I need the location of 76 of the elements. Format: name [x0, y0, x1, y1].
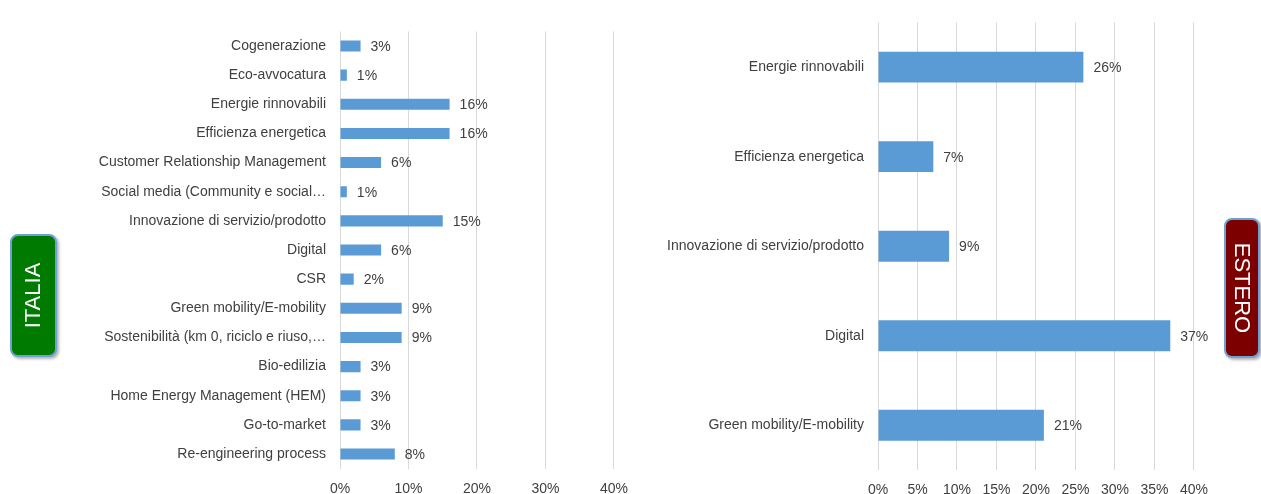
- x-tick-label: 35%: [1140, 481, 1169, 494]
- y-tick-label: CSR: [296, 270, 326, 287]
- y-tick-label: Energie rinnovabili: [748, 58, 864, 75]
- data-label: 15%: [452, 212, 481, 229]
- data-label: 3%: [370, 416, 391, 433]
- data-label: 1%: [356, 66, 378, 83]
- x-tick-label: 20%: [1021, 481, 1051, 494]
- data-label: 6%: [391, 154, 412, 171]
- y-tick-label: Digital: [825, 326, 864, 343]
- bar: [340, 273, 354, 285]
- y-tick-label: Efficienza energetica: [196, 124, 327, 141]
- y-tick-label: Cogenerazione: [231, 36, 327, 53]
- data-label: 26%: [1093, 59, 1122, 76]
- x-tick-label: 10%: [394, 479, 423, 494]
- data-label: 21%: [1053, 417, 1082, 434]
- bar: [878, 141, 934, 173]
- data-label: 9%: [411, 329, 432, 346]
- bar: [340, 244, 382, 256]
- data-label: 8%: [404, 445, 426, 462]
- bar: [340, 69, 347, 81]
- x-tick-label: 30%: [1100, 481, 1130, 494]
- bar: [340, 448, 395, 460]
- y-tick-label: Green mobility/E-mobility: [170, 299, 326, 316]
- bar: [878, 51, 1084, 83]
- bar: [340, 215, 443, 227]
- bar: [340, 157, 382, 169]
- data-label: 2%: [363, 271, 384, 288]
- y-tick-label: Energie rinnovabili: [210, 95, 326, 112]
- data-label: 7%: [943, 148, 964, 165]
- bar: [340, 419, 361, 431]
- data-label: 1%: [356, 183, 378, 200]
- x-tick-label: 25%: [1061, 481, 1090, 494]
- y-tick-label: Re-engineering process: [177, 444, 326, 461]
- y-tick-label: Social media (Community e social…: [101, 182, 326, 199]
- y-tick-label: Sostenibilità (km 0, riciclo e riuso,…: [104, 328, 326, 345]
- x-tick-label: 10%: [942, 481, 972, 494]
- bar: [340, 98, 450, 110]
- bar: [878, 230, 950, 262]
- bar: [340, 361, 361, 373]
- data-label: 16%: [459, 125, 488, 142]
- data-label: 9%: [411, 300, 432, 317]
- bar: [340, 127, 450, 139]
- data-label: 3%: [370, 387, 391, 404]
- bar: [340, 302, 402, 314]
- y-tick-label: Innovazione di servizio/prodotto: [129, 211, 327, 228]
- x-tick-label: 30%: [531, 479, 560, 494]
- data-label: 3%: [370, 37, 391, 54]
- y-tick-label: Go-to-market: [243, 415, 327, 432]
- bar: [340, 331, 402, 343]
- text: ESTERO: [1230, 242, 1255, 334]
- x-tick-label: 0%: [867, 481, 889, 494]
- bar: [878, 320, 1171, 352]
- y-tick-label: Customer Relationship Management: [98, 153, 327, 170]
- data-label: 9%: [959, 238, 980, 255]
- y-tick-label: Home Energy Management (HEM): [110, 386, 326, 403]
- data-label: 37%: [1180, 327, 1209, 344]
- y-tick-label: Green mobility/E-mobility: [708, 416, 864, 433]
- y-tick-label: Efficienza energetica: [734, 147, 865, 164]
- y-tick-label: Digital: [287, 240, 326, 257]
- y-tick-label: Bio-edilizia: [258, 357, 327, 374]
- text: ITALIA: [19, 262, 45, 329]
- bar: [878, 409, 1044, 441]
- x-tick-label: 0%: [329, 479, 351, 494]
- data-label: 3%: [370, 358, 391, 375]
- x-tick-label: 40%: [599, 479, 629, 494]
- x-tick-label: 15%: [982, 481, 1011, 494]
- bar: [340, 186, 347, 198]
- data-label: 6%: [391, 241, 412, 258]
- data-label: 16%: [459, 96, 488, 113]
- x-tick-label: 20%: [462, 479, 492, 494]
- bar: [340, 40, 361, 52]
- x-tick-label: 5%: [907, 481, 928, 494]
- x-tick-label: 40%: [1179, 481, 1209, 494]
- y-tick-label: Eco-avvocatura: [228, 65, 327, 82]
- y-tick-label: Innovazione di servizio/prodotto: [667, 237, 865, 254]
- bar: [340, 390, 361, 402]
